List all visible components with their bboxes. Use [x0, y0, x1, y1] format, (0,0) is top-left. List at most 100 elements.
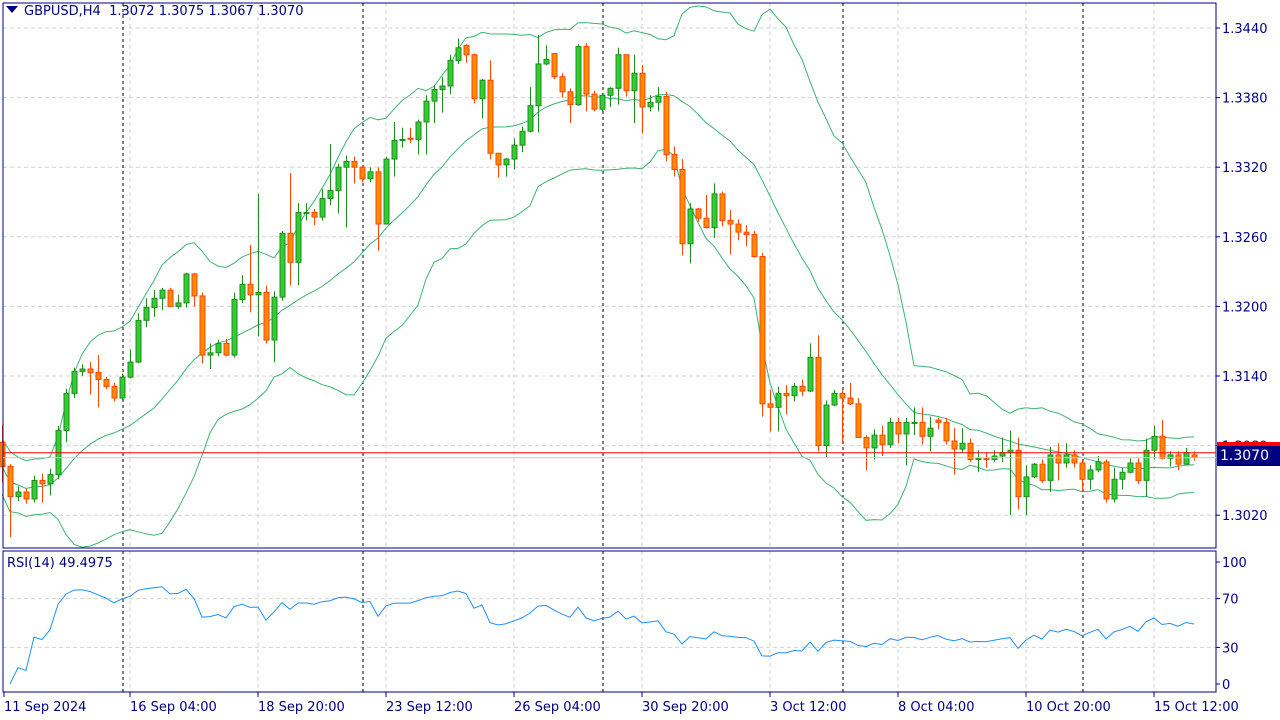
bearish-candle: [407, 127, 414, 143]
bullish-candle: [415, 119, 422, 155]
time-tick-label: 16 Sep 04:00: [130, 700, 217, 715]
price-tick-label: 1.3320: [1222, 161, 1268, 176]
candle-body: [687, 208, 694, 245]
candle-body: [255, 291, 262, 296]
candle-body: [79, 368, 86, 372]
candle-body: [375, 171, 382, 225]
bearish-candle: [935, 417, 942, 430]
candle-body: [287, 232, 294, 263]
bollinger-lower-band: [1, 148, 1195, 548]
bearish-candle: [719, 191, 726, 227]
bearish-candle: [983, 452, 990, 468]
bearish-candle: [463, 44, 470, 63]
candles: [0, 34, 1198, 538]
candle-body: [1079, 462, 1086, 480]
bullish-candle: [295, 203, 302, 286]
candle-body: [1023, 476, 1030, 498]
bearish-candle: [1055, 443, 1062, 481]
rsi-tick-label: 100: [1222, 556, 1247, 571]
candle-body: [951, 440, 958, 450]
candle-body: [1119, 471, 1126, 480]
candle-body: [23, 491, 30, 500]
bullish-candle: [1047, 446, 1054, 492]
time-tick-label: 30 Sep 20:00: [642, 700, 729, 715]
candle-body: [1103, 461, 1110, 500]
candle-body: [239, 283, 246, 300]
bullish-candle: [215, 340, 222, 357]
bullish-candle: [991, 450, 998, 462]
candle-body: [495, 152, 502, 166]
candle-body: [471, 54, 478, 100]
time-tick-label: 3 Oct 12:00: [770, 700, 846, 715]
candle-body: [735, 223, 742, 233]
rsi-polyline: [9, 586, 1195, 685]
candle-body: [903, 421, 910, 435]
rsi-tick-label: 70: [1222, 593, 1239, 608]
candle-body: [775, 392, 782, 408]
bearish-candle: [751, 231, 758, 258]
bearish-candle: [103, 377, 110, 389]
bearish-candle: [359, 166, 366, 183]
candle-body: [839, 392, 846, 399]
bullish-candle: [575, 44, 582, 106]
candle-body: [311, 211, 318, 218]
bullish-candle: [1167, 451, 1174, 467]
bullish-candle: [127, 349, 134, 379]
candle-body: [799, 385, 806, 392]
candle-body: [1127, 462, 1134, 473]
rsi-line: [9, 586, 1195, 685]
candle-body: [519, 130, 526, 146]
bullish-candle: [71, 367, 78, 399]
price-tick-label: 1.3200: [1222, 300, 1268, 315]
bullish-candle: [447, 54, 454, 95]
bullish-candle: [535, 34, 542, 133]
candle-body: [1055, 454, 1062, 464]
time-tick-label: 15 Oct 12:00: [1154, 700, 1239, 715]
ohlc-open: 1.3072: [109, 4, 155, 19]
candle-body: [455, 47, 462, 61]
bearish-candle: [111, 382, 118, 402]
candle-body: [1143, 449, 1150, 481]
candle-body: [743, 231, 750, 235]
candle-body: [759, 256, 766, 405]
candle-body: [423, 100, 430, 123]
candle-body: [135, 319, 142, 363]
candle-body: [1015, 449, 1022, 498]
candle-body: [71, 370, 78, 394]
bullish-candle: [711, 183, 718, 238]
ohlc-high: 1.3075: [158, 4, 205, 19]
candle-body: [383, 158, 390, 225]
candle-body: [1183, 452, 1190, 465]
bearish-candle: [191, 272, 198, 307]
rsi-tick-label: 0: [1222, 678, 1230, 693]
candle-body: [415, 121, 422, 140]
candle-body: [895, 421, 902, 435]
bearish-candle: [311, 208, 318, 226]
candle-body: [111, 385, 118, 399]
candle-body: [95, 372, 102, 380]
candle-body: [335, 166, 342, 191]
bullish-candle: [791, 382, 798, 402]
ohlc-close: 1.3070: [257, 4, 304, 19]
bullish-candle: [183, 272, 190, 308]
bullish-candle: [279, 231, 286, 301]
bullish-candle: [1063, 443, 1070, 468]
candle-body: [871, 434, 878, 449]
ohlc-low: 1.3067: [208, 4, 254, 19]
bearish-candle: [591, 90, 598, 112]
candle-body: [695, 208, 702, 219]
candle-body: [975, 457, 982, 461]
price-tick-label: 1.3380: [1222, 92, 1268, 107]
candle-body: [439, 85, 446, 90]
candle-body: [607, 87, 614, 96]
bullish-candle: [1119, 467, 1126, 490]
bearish-candle: [39, 473, 46, 503]
candle-body: [663, 95, 670, 155]
bullish-candle: [231, 292, 238, 358]
candle-body: [983, 457, 990, 461]
bullish-candle: [159, 287, 166, 310]
collapse-triangle-icon[interactable]: [6, 6, 18, 13]
time-tick-label: 11 Sep 2024: [4, 700, 86, 715]
candle-body: [247, 283, 254, 296]
